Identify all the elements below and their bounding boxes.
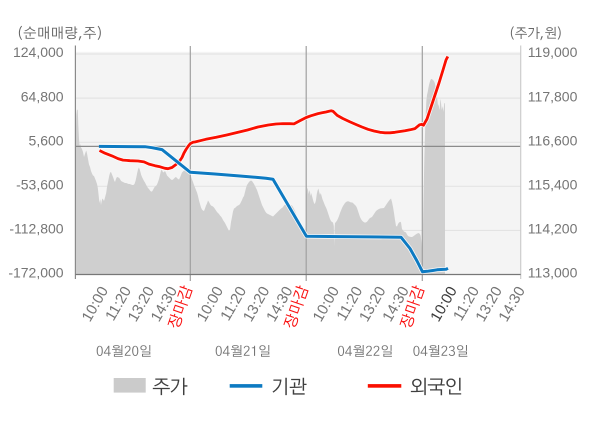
svg-text:64,800: 64,800 [21, 88, 64, 104]
svg-text:116,600: 116,600 [528, 132, 578, 148]
svg-text:117,800: 117,800 [528, 88, 578, 104]
svg-text:-172,000: -172,000 [8, 265, 63, 281]
svg-text:5,600: 5,600 [29, 132, 64, 148]
svg-text:-53,600: -53,600 [16, 177, 64, 193]
svg-text:114,200: 114,200 [528, 221, 578, 237]
svg-text:113,000: 113,000 [528, 265, 578, 281]
svg-text:115,400: 115,400 [528, 177, 578, 193]
svg-text:-112,800: -112,800 [9, 221, 63, 237]
svg-text:119,000: 119,000 [528, 44, 578, 60]
svg-text:124,000: 124,000 [13, 44, 64, 60]
